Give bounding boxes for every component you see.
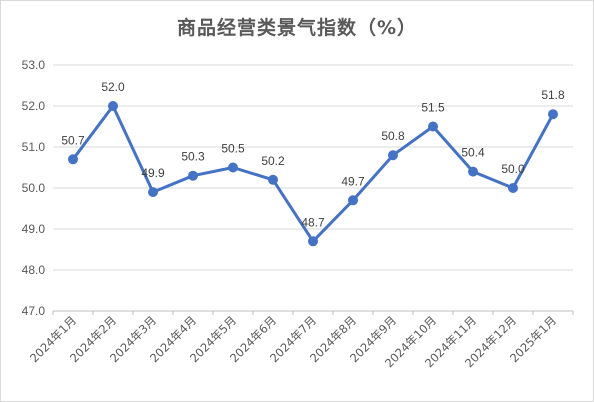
y-tick-label: 51.0	[22, 140, 46, 154]
data-label: 49.7	[341, 174, 365, 188]
data-label: 50.8	[381, 129, 405, 143]
data-label: 51.5	[421, 101, 445, 115]
data-label: 51.8	[541, 88, 565, 102]
data-point	[348, 195, 358, 206]
y-tick-label: 48.0	[22, 263, 46, 277]
data-point	[428, 121, 438, 132]
chart-title: 商品经营类景气指数（%）	[176, 17, 418, 39]
data-label: 50.2	[261, 154, 285, 168]
data-point	[508, 183, 518, 193]
data-label: 50.0	[501, 162, 525, 176]
data-point	[468, 166, 478, 177]
data-point	[148, 187, 158, 198]
data-point	[108, 101, 118, 111]
y-tick-label: 49.0	[22, 222, 46, 236]
data-point	[228, 162, 238, 173]
y-tick-label: 47.0	[22, 304, 46, 318]
y-tick-label: 50.0	[22, 181, 46, 195]
data-point	[388, 150, 398, 161]
data-point	[548, 109, 558, 120]
data-label: 50.5	[221, 142, 245, 156]
data-label: 52.0	[101, 80, 125, 94]
y-tick-label: 53.0	[22, 58, 46, 72]
data-point	[308, 236, 318, 247]
data-point	[188, 170, 198, 181]
y-tick-label: 52.0	[22, 99, 46, 113]
data-point	[268, 174, 278, 185]
data-label: 48.7	[301, 215, 325, 229]
data-label: 49.9	[141, 166, 165, 180]
data-label: 50.3	[181, 150, 205, 164]
data-point	[68, 154, 78, 165]
data-label: 50.4	[461, 146, 485, 160]
data-label: 50.7	[61, 133, 85, 147]
